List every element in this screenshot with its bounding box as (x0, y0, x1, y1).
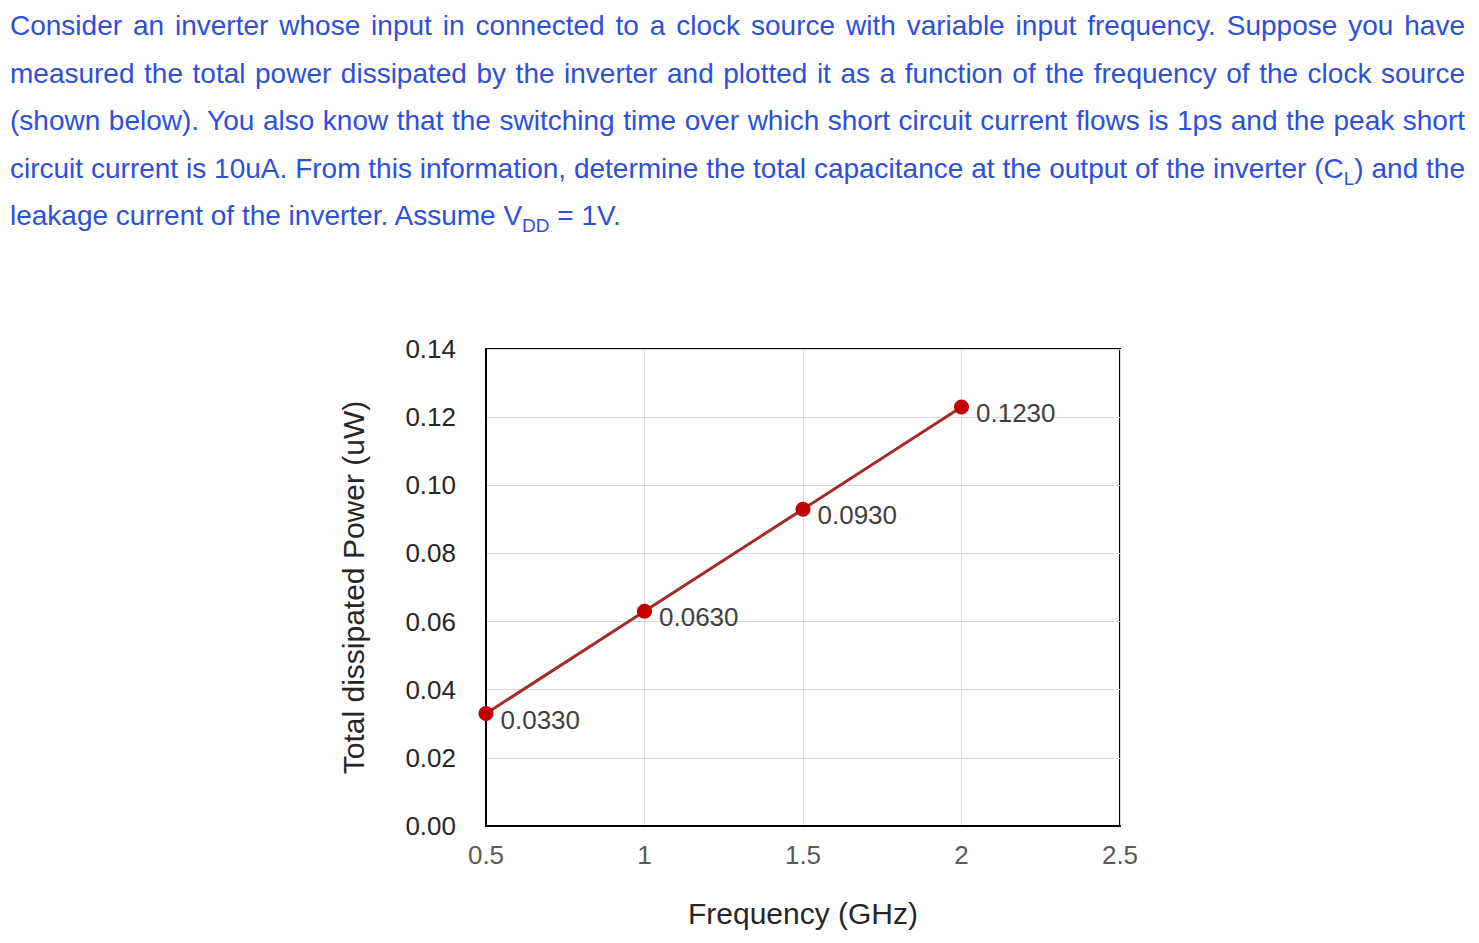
svg-text:0.0630: 0.0630 (659, 602, 739, 632)
svg-text:0.1230: 0.1230 (976, 398, 1056, 428)
svg-text:Frequency (GHz): Frequency (GHz) (688, 897, 918, 930)
svg-text:0.14: 0.14 (405, 334, 456, 364)
svg-text:0.0930: 0.0930 (818, 500, 898, 530)
svg-text:0.10: 0.10 (405, 470, 456, 500)
svg-text:0.00: 0.00 (405, 811, 456, 841)
svg-text:0.12: 0.12 (405, 402, 456, 432)
svg-text:1: 1 (637, 840, 651, 870)
svg-text:0.5: 0.5 (468, 840, 504, 870)
svg-text:Total dissipated Power (uW): Total dissipated Power (uW) (337, 401, 370, 774)
html-text:Consider an inverter whose inp: Consider an inverter whose input in conn… (10, 10, 1465, 236)
svg-text:0.08: 0.08 (405, 538, 456, 568)
svg-text:2.5: 2.5 (1102, 840, 1138, 870)
svg-text:0.04: 0.04 (405, 675, 456, 705)
svg-text:0.06: 0.06 (405, 607, 456, 637)
svg-text:1.5: 1.5 (785, 840, 821, 870)
svg-text:2: 2 (954, 840, 968, 870)
svg-text:0.02: 0.02 (405, 743, 456, 773)
svg-text:0.0330: 0.0330 (501, 705, 581, 735)
